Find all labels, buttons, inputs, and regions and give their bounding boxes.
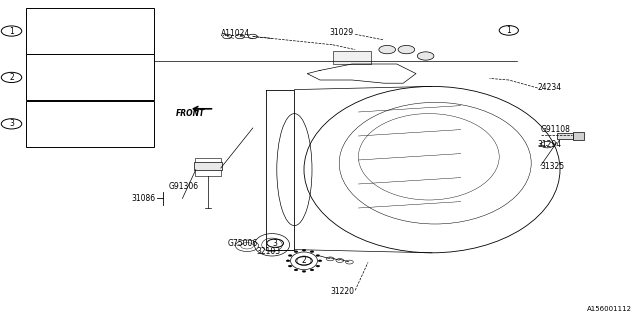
Circle shape	[379, 45, 396, 54]
Circle shape	[398, 45, 415, 54]
Circle shape	[288, 255, 292, 257]
Bar	[26, 101, 154, 147]
Text: G75006: G75006	[227, 239, 257, 248]
Circle shape	[45, 58, 61, 65]
Text: 31086: 31086	[131, 194, 156, 203]
Text: (   -'09MY0812): ( -'09MY0812)	[73, 109, 127, 116]
Text: 32103: 32103	[256, 247, 280, 256]
Text: A11024: A11024	[221, 29, 250, 38]
Circle shape	[316, 265, 320, 267]
Text: FRONT: FRONT	[176, 109, 205, 118]
Circle shape	[310, 269, 314, 271]
Circle shape	[316, 255, 320, 257]
Text: 3: 3	[273, 239, 278, 248]
Text: 31029: 31029	[330, 28, 354, 37]
Circle shape	[47, 50, 60, 56]
Circle shape	[286, 260, 290, 262]
Circle shape	[93, 120, 105, 126]
Text: A156001112: A156001112	[588, 306, 632, 312]
Text: 0118S: 0118S	[102, 48, 126, 57]
Text: 31325: 31325	[541, 162, 565, 171]
Bar	[194, 162, 222, 170]
Text: A81009: A81009	[28, 86, 56, 92]
Text: (   -'09MY0804): ( -'09MY0804)	[73, 63, 127, 69]
Circle shape	[54, 74, 72, 83]
Circle shape	[294, 269, 298, 271]
Text: 2: 2	[301, 256, 307, 265]
Text: ('09MY0805-   ): ('09MY0805- )	[73, 86, 127, 92]
Text: 24234: 24234	[538, 83, 562, 92]
Text: 1: 1	[506, 26, 511, 35]
Circle shape	[294, 251, 298, 252]
Text: A20627: A20627	[28, 40, 55, 45]
Circle shape	[417, 52, 434, 60]
Text: 1: 1	[9, 27, 14, 36]
Bar	[557, 133, 573, 139]
Text: 0104S: 0104S	[28, 17, 51, 22]
Text: 31294: 31294	[538, 140, 562, 149]
Bar	[26, 54, 154, 100]
Text: ('09MY0812-   ): ('09MY0812- )	[73, 132, 127, 139]
Text: D92607: D92607	[28, 109, 56, 115]
Text: D92609: D92609	[28, 132, 56, 138]
Text: 11442: 11442	[106, 95, 130, 104]
Text: 3: 3	[9, 119, 14, 128]
Circle shape	[310, 251, 314, 252]
Circle shape	[302, 249, 306, 251]
Bar	[26, 8, 154, 54]
Text: A81008: A81008	[28, 63, 56, 69]
Text: 11431: 11431	[112, 135, 136, 144]
Bar	[573, 132, 584, 140]
Circle shape	[302, 270, 306, 272]
Text: G91108: G91108	[541, 125, 571, 134]
Bar	[195, 158, 221, 176]
Text: G91306: G91306	[169, 182, 199, 191]
Text: A50672: A50672	[26, 93, 55, 102]
Circle shape	[318, 260, 322, 262]
Circle shape	[288, 265, 292, 267]
Text: 2: 2	[9, 73, 14, 82]
Bar	[333, 51, 371, 64]
Text: (0701-    ): (0701- )	[73, 39, 108, 46]
Text: 31220: 31220	[330, 287, 355, 296]
Text: (    -0612): ( -0612)	[73, 16, 108, 23]
